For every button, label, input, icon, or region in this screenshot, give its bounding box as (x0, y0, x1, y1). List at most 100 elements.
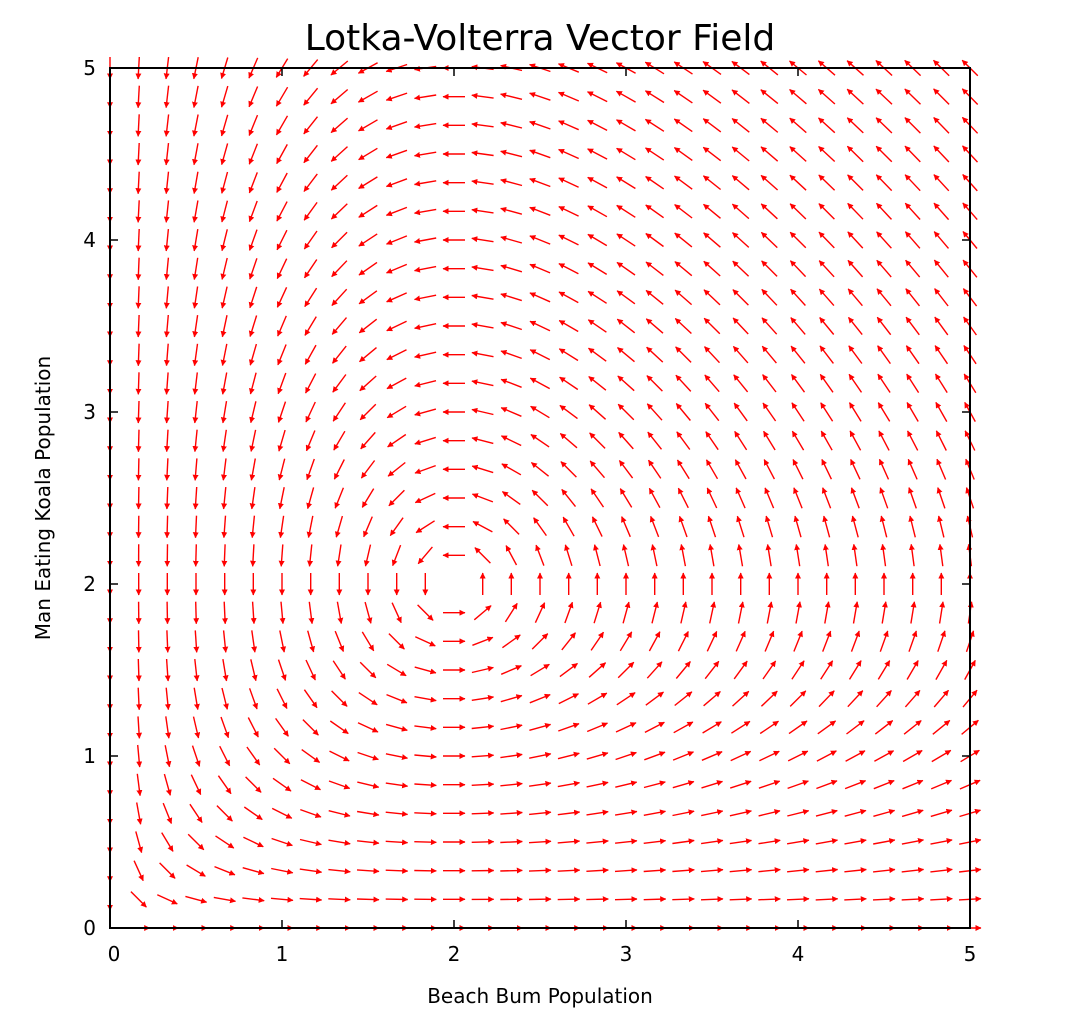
vector-arrow (930, 896, 953, 902)
vector-arrow (358, 176, 378, 190)
vector-arrow (587, 262, 608, 275)
vector-arrow (242, 897, 265, 903)
vector-arrow (305, 430, 316, 452)
vector-arrow (186, 864, 206, 877)
vector-arrow (250, 544, 256, 567)
vector-arrow (357, 751, 379, 761)
vector-arrow (220, 286, 228, 309)
vector-arrow (643, 867, 667, 874)
vector-arrow (761, 288, 778, 306)
vector-arrow (904, 689, 921, 708)
vector-arrow (163, 343, 170, 367)
vector-arrow (931, 749, 952, 763)
vector-arrow (220, 200, 229, 223)
vector-arrow (471, 436, 494, 445)
vector-arrow (192, 716, 201, 739)
vector-arrow (533, 517, 547, 537)
vector-arrow (191, 745, 201, 767)
vector-arrow (820, 660, 834, 680)
vector-arrow (414, 351, 437, 359)
vector-arrow (534, 602, 546, 623)
vector-arrow (215, 835, 235, 849)
vector-arrow (164, 429, 171, 453)
vector-arrow (529, 320, 551, 332)
vector-arrow (135, 228, 142, 252)
vector-arrow (220, 171, 229, 194)
vector-arrow (245, 776, 262, 793)
vector-arrow (192, 171, 199, 194)
vector-arrow (614, 867, 638, 874)
vector-arrow (732, 690, 750, 707)
vector-arrow (529, 751, 552, 759)
vector-arrow (764, 515, 774, 538)
vector-arrow (648, 631, 661, 652)
vector-arrow (586, 867, 609, 874)
vector-arrow (789, 117, 807, 134)
vector-arrow (273, 747, 291, 765)
vector-arrow (934, 345, 949, 365)
vector-arrow (414, 492, 436, 504)
vector-arrow (386, 292, 407, 303)
vector-arrow (299, 838, 322, 847)
vector-arrow (907, 458, 918, 480)
vector-arrow (414, 436, 437, 446)
vector-arrow (328, 868, 351, 875)
vector-arrow (621, 544, 630, 567)
vector-arrow (415, 636, 436, 647)
vector-arrow (614, 896, 638, 903)
vector-arrow (164, 745, 172, 768)
vector-arrow (875, 88, 893, 105)
vector-arrow (500, 235, 523, 244)
vector-arrow (389, 517, 404, 537)
vector-arrow (705, 431, 719, 451)
vector-arrow (704, 402, 720, 422)
vector-arrow (591, 516, 603, 537)
vector-arrow (935, 430, 947, 451)
vector-arrow (387, 461, 406, 477)
vector-arrow (331, 288, 348, 306)
y-tick-label: 1 (83, 744, 96, 768)
vector-arrow (618, 460, 634, 479)
vector-arrow (242, 867, 265, 876)
vector-arrow (588, 662, 607, 678)
vector-arrow (414, 666, 437, 675)
vector-arrow (388, 489, 405, 507)
vector-arrow (904, 231, 921, 249)
vector-arrow (192, 200, 199, 223)
vector-arrow (163, 200, 170, 223)
vector-arrow (414, 782, 437, 789)
vector-arrow (851, 515, 859, 538)
vector-arrow (385, 839, 409, 846)
vector-arrow (789, 690, 807, 707)
vector-arrow (732, 317, 749, 335)
vector-arrow (271, 837, 293, 847)
vector-arrow (529, 206, 551, 216)
vector-arrow (306, 487, 315, 510)
vector-arrow (500, 665, 522, 675)
vector-arrow (905, 259, 921, 278)
vector-arrow (760, 231, 778, 249)
vector-arrow (500, 321, 523, 331)
vector-arrow (500, 407, 522, 417)
vector-arrow (705, 459, 719, 480)
vector-arrow (414, 180, 437, 187)
vector-arrow (558, 205, 579, 217)
vector-arrow (760, 117, 779, 133)
vector-arrow (330, 174, 348, 191)
vector-arrow (903, 719, 922, 735)
vector-arrow (135, 687, 142, 711)
vector-arrow (930, 808, 953, 818)
vector-arrow (300, 808, 322, 818)
vector-arrow (875, 117, 893, 134)
vector-arrow (471, 92, 494, 99)
chart-title: Lotka-Volterra Vector Field (305, 18, 776, 59)
vector-arrow (334, 487, 345, 509)
vector-arrow (530, 405, 550, 419)
vector-arrow (678, 515, 688, 538)
vector-arrow (248, 372, 257, 395)
vector-arrow (766, 601, 774, 624)
vector-arrow (529, 120, 551, 130)
vector-arrow (873, 808, 896, 817)
vector-arrow (331, 317, 348, 335)
vector-arrow (305, 401, 316, 423)
